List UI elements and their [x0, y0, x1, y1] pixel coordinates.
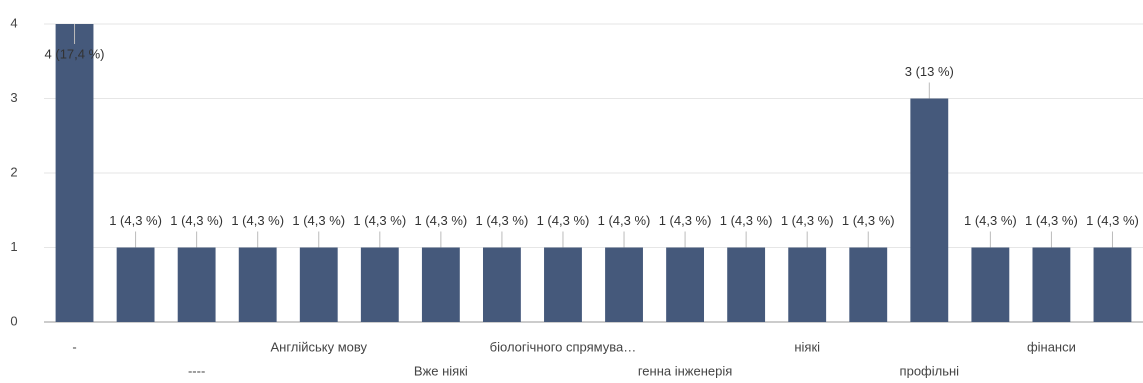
- value-label: 1 (4,3 %): [476, 213, 529, 228]
- value-label: 1 (4,3 %): [598, 213, 651, 228]
- y-tick-label: 0: [10, 313, 17, 328]
- x-tick-label: ----: [188, 363, 205, 378]
- bar: [360, 247, 399, 322]
- value-label: 1 (4,3 %): [170, 213, 223, 228]
- bar: [605, 247, 643, 322]
- y-tick-label: 1: [10, 239, 17, 254]
- value-label: 1 (4,3 %): [842, 213, 895, 228]
- x-tick-label: фінанси: [1027, 339, 1076, 354]
- x-tick-label: Англійську мову: [270, 339, 367, 354]
- bar: [910, 98, 949, 322]
- value-label: 1 (4,3 %): [292, 213, 345, 228]
- value-label: 1 (4,3 %): [1025, 213, 1078, 228]
- x-tick-label: профільні: [900, 363, 960, 378]
- value-label: 4 (17,4 %): [45, 46, 105, 61]
- value-label: 1 (4,3 %): [659, 213, 712, 228]
- value-label: 1 (4,3 %): [109, 213, 162, 228]
- bar: [116, 247, 155, 322]
- bar: [1093, 247, 1132, 322]
- value-label: 1 (4,3 %): [1086, 213, 1139, 228]
- y-tick-label: 4: [10, 15, 17, 30]
- value-label: 1 (4,3 %): [537, 213, 590, 228]
- bar: [1032, 247, 1071, 322]
- bar: [55, 24, 94, 322]
- value-label: 1 (4,3 %): [231, 213, 284, 228]
- x-tick-label: Вже ніякі: [414, 363, 468, 378]
- bar: [666, 247, 705, 322]
- value-label: 3 (13 %): [905, 64, 954, 79]
- y-tick-label: 3: [10, 90, 17, 105]
- y-tick-label: 2: [10, 164, 17, 179]
- x-tick-label: генна інженерія: [638, 363, 732, 378]
- value-label: 1 (4,3 %): [720, 213, 773, 228]
- value-label: 1 (4,3 %): [414, 213, 467, 228]
- bar: [544, 247, 582, 322]
- x-tick-label: ніякі: [794, 339, 820, 354]
- bar: [299, 247, 338, 322]
- value-label: 1 (4,3 %): [964, 213, 1017, 228]
- x-tick-label: біологічного спрямува…: [490, 339, 637, 354]
- bar: [971, 247, 1010, 322]
- bar: [482, 247, 521, 322]
- bar: [238, 247, 277, 322]
- bar: [788, 247, 827, 322]
- bar: [727, 247, 766, 322]
- bar: [849, 247, 888, 322]
- value-label: 1 (4,3 %): [353, 213, 406, 228]
- bar: [177, 247, 216, 322]
- x-tick-label: -: [72, 339, 76, 354]
- value-label: 1 (4,3 %): [781, 213, 834, 228]
- bar: [421, 247, 460, 322]
